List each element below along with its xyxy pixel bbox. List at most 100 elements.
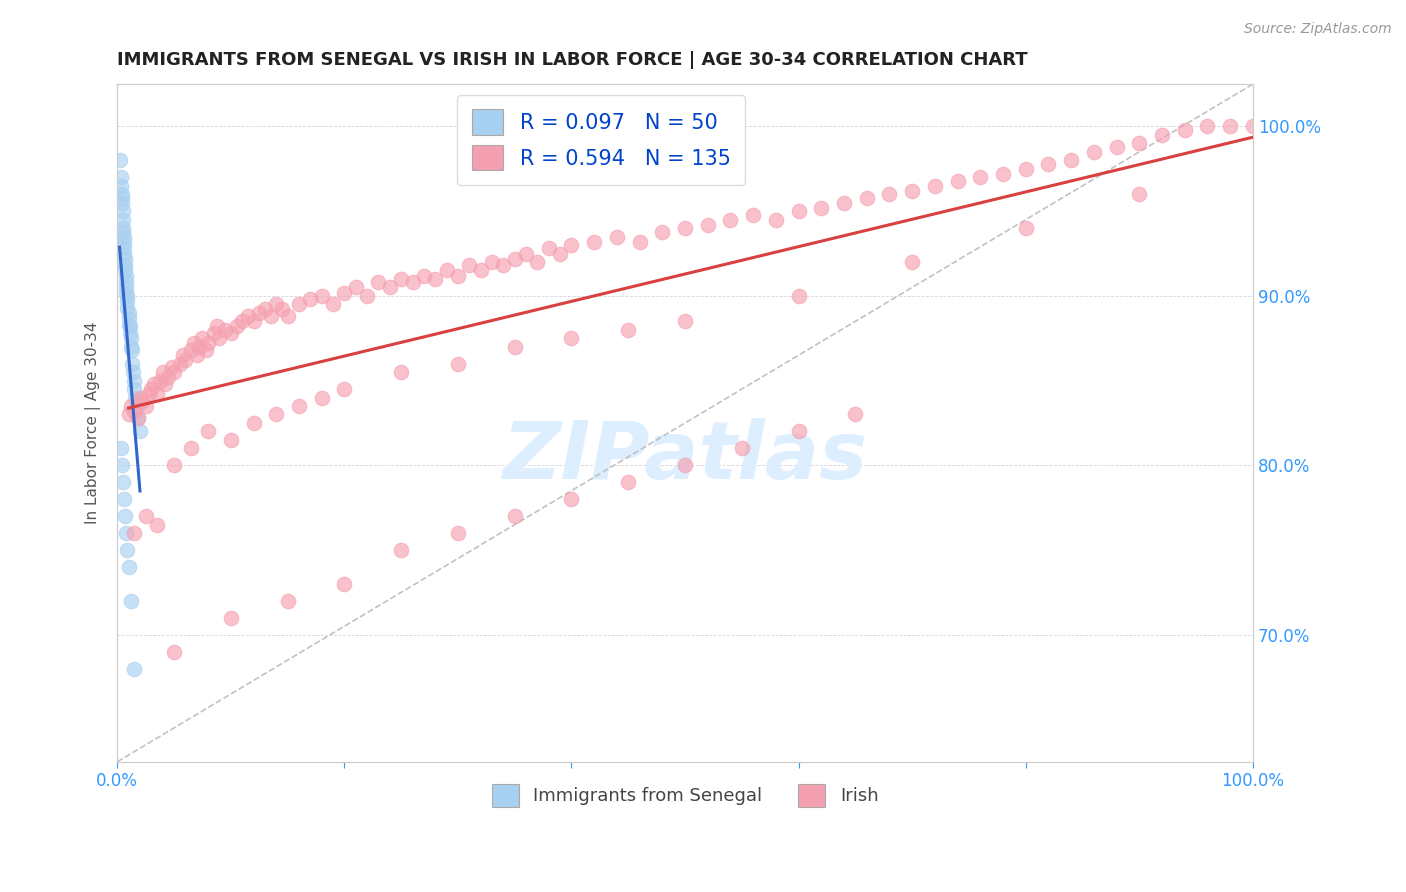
- Point: [225, 319, 247, 334]
- Point: [924, 178, 946, 193]
- Point: [787, 289, 810, 303]
- Point: [560, 331, 582, 345]
- Point: [153, 376, 176, 391]
- Point: [141, 382, 163, 396]
- Point: [180, 343, 202, 357]
- Point: [205, 319, 228, 334]
- Point: [1015, 221, 1038, 235]
- Point: [991, 167, 1014, 181]
- Point: [560, 238, 582, 252]
- Point: [111, 191, 134, 205]
- Point: [112, 229, 135, 244]
- Point: [214, 323, 236, 337]
- Point: [160, 359, 183, 374]
- Point: [117, 408, 139, 422]
- Point: [436, 263, 458, 277]
- Point: [117, 306, 139, 320]
- Point: [174, 353, 197, 368]
- Point: [720, 212, 742, 227]
- Point: [277, 310, 299, 324]
- Point: [787, 425, 810, 439]
- Point: [183, 336, 205, 351]
- Point: [186, 348, 208, 362]
- Point: [1197, 120, 1219, 134]
- Point: [127, 410, 149, 425]
- Point: [844, 408, 866, 422]
- Point: [111, 204, 134, 219]
- Point: [356, 289, 378, 303]
- Point: [389, 543, 412, 558]
- Point: [208, 331, 231, 345]
- Point: [696, 218, 718, 232]
- Point: [114, 252, 136, 266]
- Point: [855, 191, 877, 205]
- Point: [425, 272, 447, 286]
- Point: [1083, 145, 1105, 159]
- Point: [118, 326, 141, 340]
- Point: [242, 314, 264, 328]
- Point: [111, 475, 134, 490]
- Point: [401, 276, 423, 290]
- Point: [117, 301, 139, 315]
- Point: [122, 365, 145, 379]
- Point: [673, 314, 696, 328]
- Point: [188, 340, 211, 354]
- Point: [673, 458, 696, 473]
- Text: Source: ZipAtlas.com: Source: ZipAtlas.com: [1244, 22, 1392, 37]
- Point: [503, 252, 526, 266]
- Point: [1128, 187, 1150, 202]
- Point: [114, 259, 136, 273]
- Point: [606, 229, 628, 244]
- Point: [169, 357, 191, 371]
- Point: [832, 195, 855, 210]
- Point: [117, 318, 139, 332]
- Point: [149, 374, 172, 388]
- Point: [515, 246, 537, 260]
- Point: [163, 645, 186, 659]
- Point: [288, 399, 311, 413]
- Point: [277, 594, 299, 608]
- Point: [333, 382, 356, 396]
- Point: [115, 526, 138, 541]
- Point: [110, 178, 132, 193]
- Point: [146, 387, 169, 401]
- Point: [202, 326, 225, 340]
- Point: [121, 343, 143, 357]
- Point: [264, 408, 287, 422]
- Point: [333, 577, 356, 591]
- Point: [110, 170, 132, 185]
- Point: [157, 370, 180, 384]
- Point: [389, 365, 412, 379]
- Point: [115, 276, 138, 290]
- Point: [127, 410, 149, 425]
- Point: [492, 259, 515, 273]
- Point: [120, 594, 142, 608]
- Point: [628, 235, 651, 249]
- Point: [537, 242, 560, 256]
- Point: [333, 285, 356, 300]
- Point: [117, 293, 139, 308]
- Point: [231, 314, 253, 328]
- Point: [1219, 120, 1241, 134]
- Point: [124, 391, 146, 405]
- Point: [1241, 120, 1264, 134]
- Point: [481, 255, 503, 269]
- Point: [142, 376, 165, 391]
- Point: [124, 374, 146, 388]
- Point: [242, 416, 264, 430]
- Point: [1105, 140, 1128, 154]
- Point: [526, 255, 548, 269]
- Point: [191, 331, 214, 345]
- Point: [111, 187, 134, 202]
- Point: [111, 221, 134, 235]
- Point: [111, 225, 134, 239]
- Point: [731, 442, 754, 456]
- Point: [163, 365, 186, 379]
- Point: [288, 297, 311, 311]
- Point: [810, 201, 832, 215]
- Point: [117, 543, 139, 558]
- Point: [110, 442, 132, 456]
- Point: [124, 404, 146, 418]
- Point: [112, 235, 135, 249]
- Text: ZIPatlas: ZIPatlas: [502, 417, 868, 496]
